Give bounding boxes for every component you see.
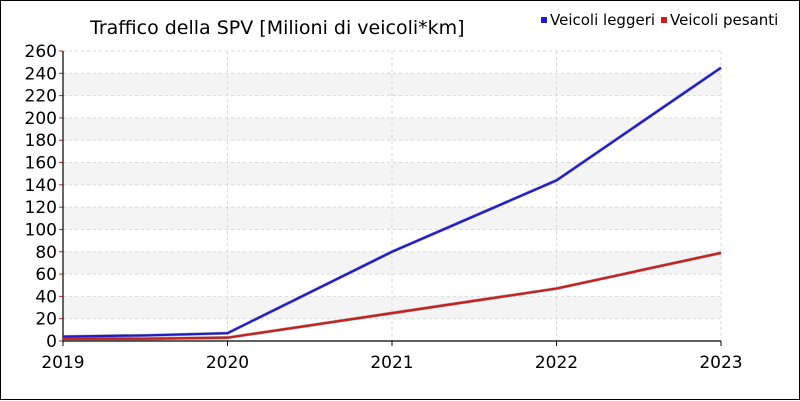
legend: Veicoli leggeri Veicoli pesanti <box>541 11 778 29</box>
y-tick-label: 120 <box>25 198 57 218</box>
x-tick-label: 2019 <box>41 353 84 373</box>
legend-swatch <box>541 17 547 23</box>
y-tick-label: 240 <box>25 64 57 84</box>
y-tick-label: 200 <box>25 109 57 129</box>
y-tick-label: 260 <box>25 42 57 62</box>
legend-label: Veicoli leggeri <box>550 11 655 29</box>
y-tick-label: 0 <box>46 332 57 352</box>
y-tick-label: 220 <box>25 87 57 107</box>
y-tick-label: 140 <box>25 176 57 196</box>
x-tick-label: 2023 <box>699 353 742 373</box>
chart-title: Traffico della SPV [Milioni di veicoli*k… <box>89 17 465 39</box>
series-line-2 <box>63 251 722 340</box>
x-tick-label: 2021 <box>370 353 413 373</box>
y-tick-label: 20 <box>35 310 57 330</box>
series-lines <box>62 66 722 341</box>
legend-label: Veicoli pesanti <box>670 11 778 29</box>
y-tick-label: 160 <box>25 154 57 174</box>
y-tick-label: 100 <box>25 220 57 240</box>
x-tick-label: 2020 <box>206 353 249 373</box>
y-tick-label: 40 <box>35 287 57 307</box>
x-tick-label: 2022 <box>535 353 578 373</box>
legend-swatch <box>661 17 667 23</box>
y-tick-label: 80 <box>35 243 57 263</box>
series-line-1 <box>62 66 722 338</box>
y-tick-label: 180 <box>25 131 57 151</box>
x-tick-labels: 2019 2020 2021 2022 2023 <box>41 353 742 373</box>
grid-band <box>63 207 721 230</box>
grid-band <box>63 296 721 319</box>
grid-band <box>63 73 721 96</box>
y-tick-label: 60 <box>35 265 57 285</box>
axes <box>59 50 722 346</box>
